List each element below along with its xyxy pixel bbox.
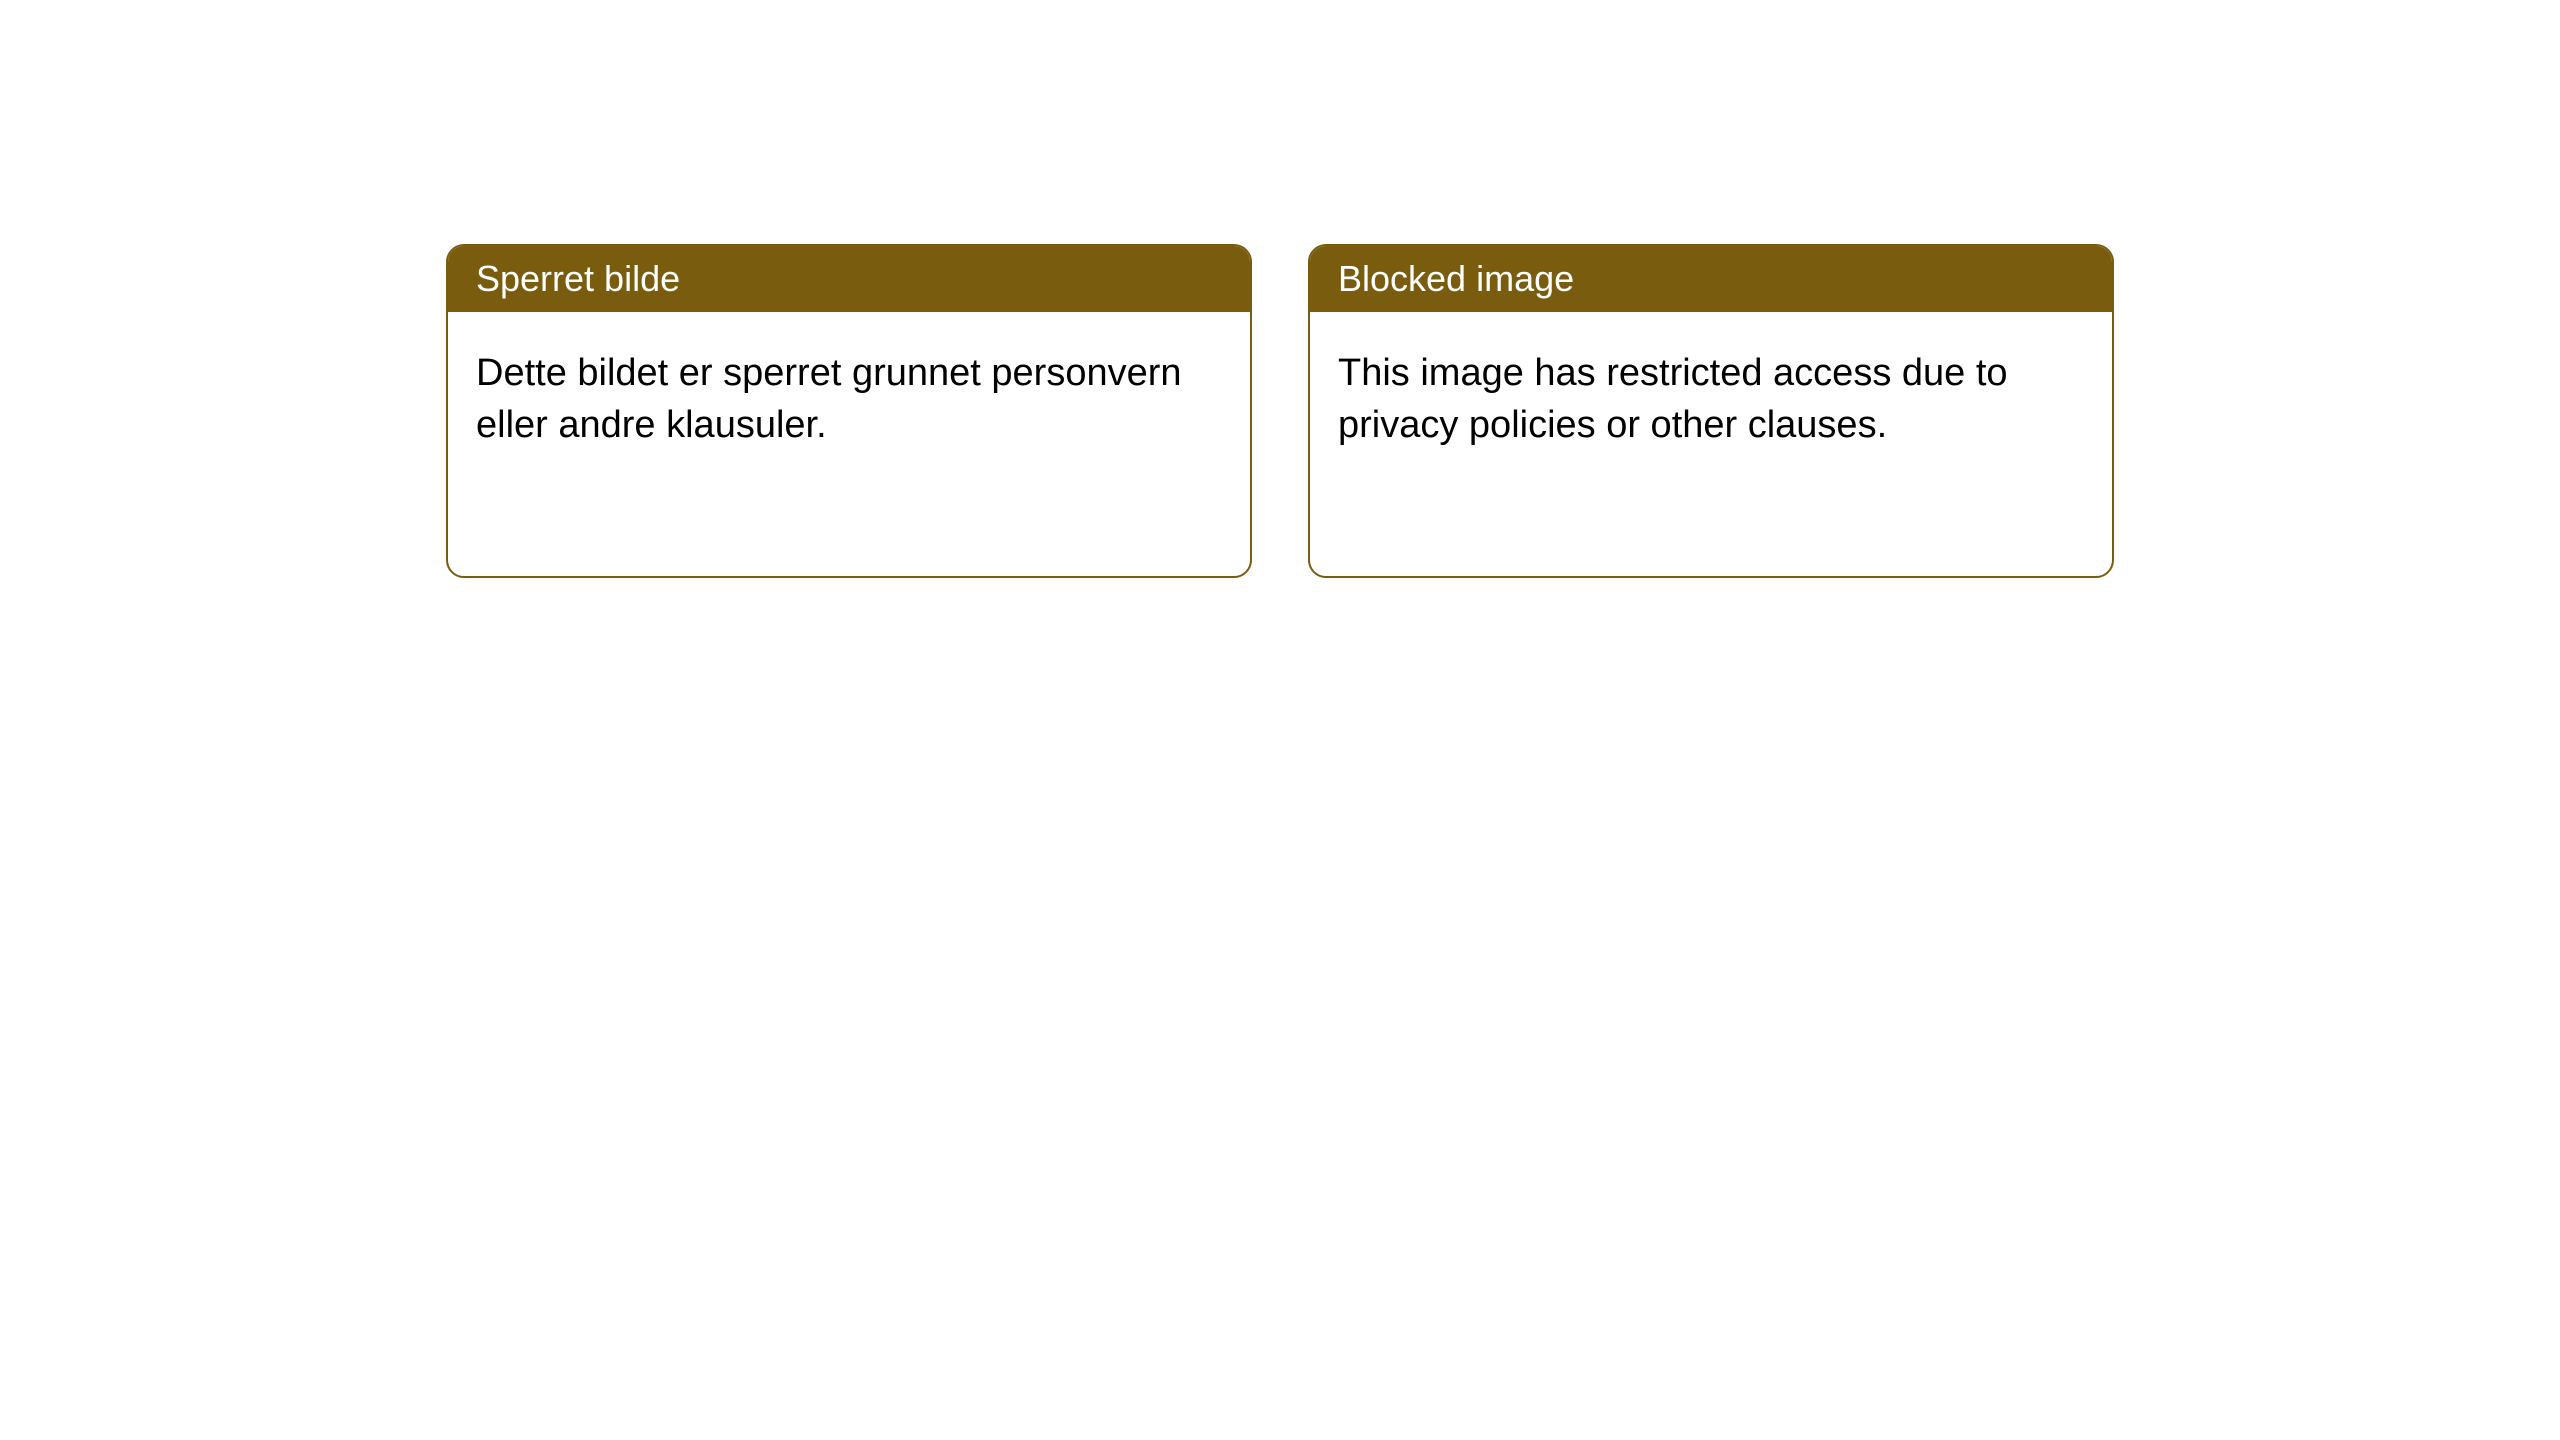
card-english: Blocked image This image has restricted … [1308,244,2114,578]
card-header: Blocked image [1310,246,2112,312]
card-title: Sperret bilde [476,258,680,299]
card-body-text: This image has restricted access due to … [1338,352,2008,446]
card-header: Sperret bilde [448,246,1250,312]
cards-container: Sperret bilde Dette bildet er sperret gr… [0,0,2560,578]
card-body: This image has restricted access due to … [1310,312,2112,487]
card-body-text: Dette bildet er sperret grunnet personve… [476,352,1182,446]
card-norwegian: Sperret bilde Dette bildet er sperret gr… [446,244,1252,578]
card-body: Dette bildet er sperret grunnet personve… [448,312,1250,487]
card-title: Blocked image [1338,258,1574,299]
